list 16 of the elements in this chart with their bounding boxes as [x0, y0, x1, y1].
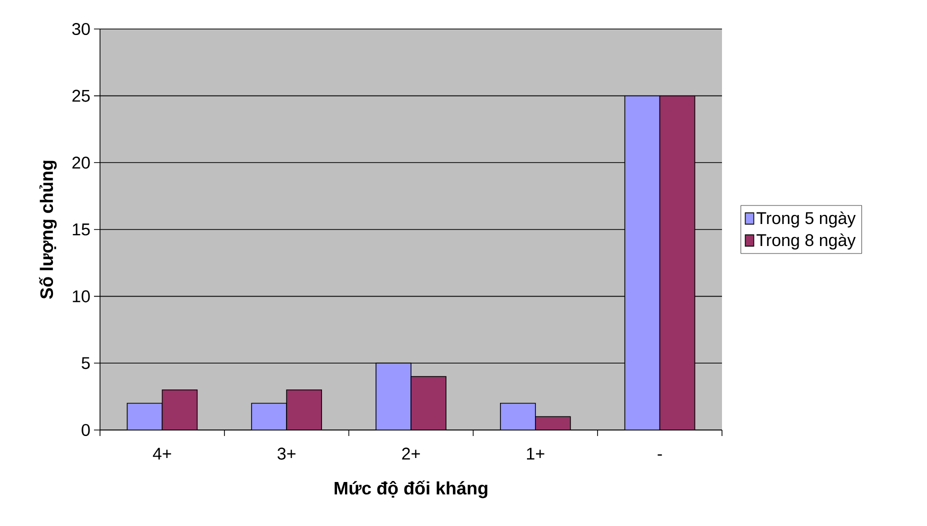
y-tick-label: 0	[82, 424, 90, 436]
y-tick-label: 10	[72, 290, 90, 302]
x-tick-label: 2+	[402, 448, 420, 460]
x-tick-label: 4+	[152, 448, 172, 460]
x-axis-title: Mức độ đối kháng	[334, 480, 488, 498]
y-axis-title: Số lượng chủng	[39, 160, 57, 299]
x-tick-label: 1+	[527, 448, 544, 460]
x-tick-label: 3+	[278, 448, 296, 460]
legend-label: Trong 5 ngày	[756, 211, 856, 228]
y-tick-label: 20	[72, 156, 90, 169]
y-tick-label: 15	[72, 224, 90, 236]
legend-label: Trong 8 ngày	[756, 233, 856, 250]
y-tick-label: 5	[82, 357, 90, 370]
x-tick-label: -	[658, 454, 662, 456]
y-tick-label: 30	[72, 22, 90, 36]
y-tick-label: 25	[72, 90, 90, 102]
